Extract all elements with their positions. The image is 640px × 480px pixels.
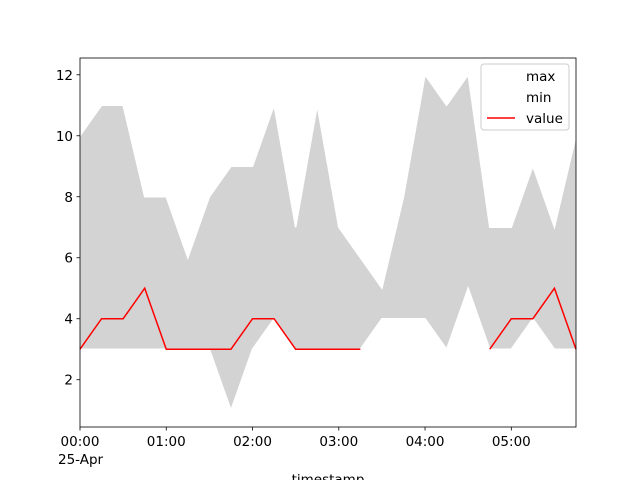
legend-label: min	[526, 90, 551, 106]
y-tick-label: 4	[64, 312, 73, 328]
series-line	[79, 72, 577, 291]
x-tick-label: 01:00	[147, 434, 186, 450]
legend-box	[480, 63, 570, 131]
y-tick-label: 2	[64, 373, 73, 389]
x-tick-label: 04:00	[406, 434, 445, 450]
legend-label: max	[526, 69, 555, 85]
y-tick-label: 6	[64, 251, 73, 267]
x-axis-label: timestamp	[292, 472, 365, 480]
x-tick-label: 02:00	[233, 434, 272, 450]
series-line	[79, 286, 577, 350]
x-tick-label: 05:00	[492, 434, 531, 450]
range-fill	[80, 74, 576, 411]
x-tick-label: 00:00	[61, 434, 100, 450]
y-tick-label: 8	[64, 190, 73, 206]
plot-frame	[79, 57, 577, 428]
x-tick-date: 25-Apr	[58, 452, 104, 468]
y-tick-label: 12	[56, 68, 73, 84]
legend-label: value	[526, 111, 563, 127]
y-tick-label: 10	[56, 129, 73, 145]
x-tick-label: 03:00	[319, 434, 358, 450]
